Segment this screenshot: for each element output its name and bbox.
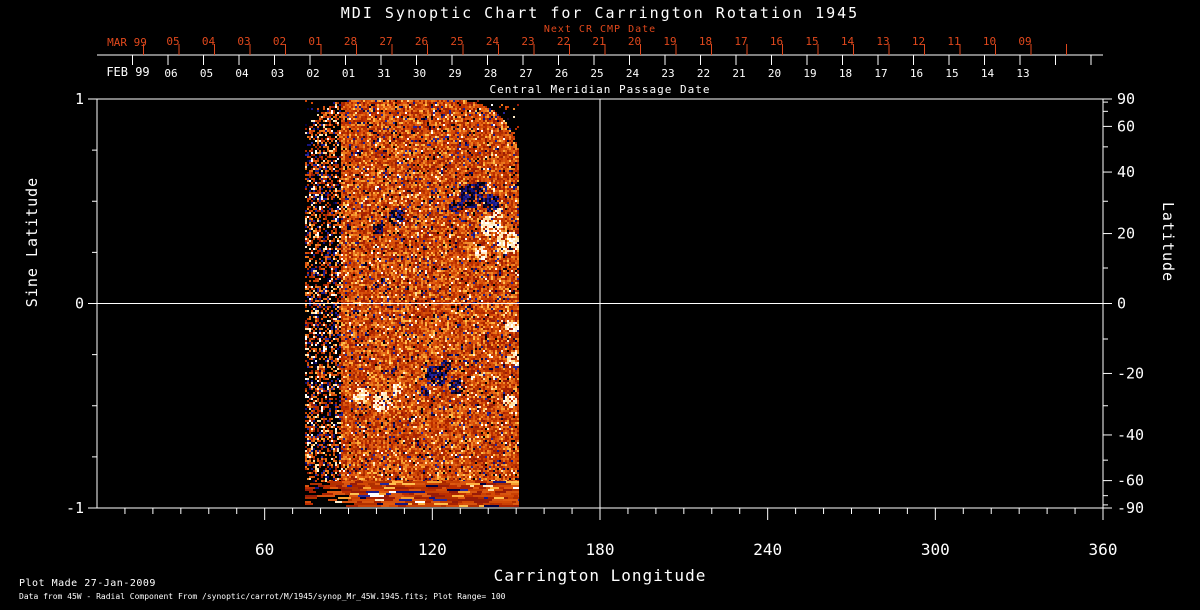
y-axis-right-title: Latitude bbox=[1159, 201, 1177, 283]
x-tick-label: 240 bbox=[753, 540, 782, 559]
date-label-white: 13 bbox=[1016, 67, 1029, 80]
date-label-red: 26 bbox=[415, 35, 428, 48]
y-right-tick-label: 60 bbox=[1117, 117, 1135, 135]
date-label-red: 14 bbox=[841, 35, 855, 48]
date-label-red: 12 bbox=[912, 35, 925, 48]
date-label-white: 20 bbox=[768, 67, 781, 80]
date-label-white: 23 bbox=[661, 67, 674, 80]
date-label-red: 20 bbox=[628, 35, 641, 48]
y-right-tick-label: -60 bbox=[1117, 472, 1144, 490]
date-label-white: 15 bbox=[945, 67, 958, 80]
x-tick-label: 120 bbox=[418, 540, 447, 559]
date-label-red: 01 bbox=[308, 35, 321, 48]
date-label-red: 15 bbox=[805, 35, 818, 48]
y-left-tick-label: 0 bbox=[75, 295, 84, 313]
x-tick-label: 60 bbox=[255, 540, 274, 559]
date-label-white: 21 bbox=[732, 67, 745, 80]
date-label-red: 24 bbox=[486, 35, 500, 48]
date-label-red: 27 bbox=[379, 35, 392, 48]
date-label-red: 10 bbox=[983, 35, 996, 48]
plot-made-text: Plot Made 27-Jan-2009 bbox=[19, 578, 156, 589]
date-label-red: 21 bbox=[592, 35, 605, 48]
date-label-white: 27 bbox=[519, 67, 532, 80]
date-label-white: 16 bbox=[910, 67, 923, 80]
date-label-red: 16 bbox=[770, 35, 783, 48]
date-label-white: 30 bbox=[413, 67, 426, 80]
date-label-white: 06 bbox=[164, 67, 177, 80]
date-label-white: 18 bbox=[839, 67, 852, 80]
date-label-red: 09 bbox=[1018, 35, 1031, 48]
date-label-red: 17 bbox=[734, 35, 747, 48]
date-label-red: 23 bbox=[521, 35, 534, 48]
date-label-white: 22 bbox=[697, 67, 710, 80]
y-right-tick-label: 0 bbox=[1117, 295, 1126, 313]
date-label-white: 31 bbox=[377, 67, 390, 80]
x-tick-label: 180 bbox=[586, 540, 615, 559]
date-label-white: 01 bbox=[342, 67, 355, 80]
date-label-red: 18 bbox=[699, 35, 712, 48]
date-label-red: 28 bbox=[344, 35, 357, 48]
y-right-tick-label: 40 bbox=[1117, 163, 1135, 181]
date-label-white: 24 bbox=[626, 67, 640, 80]
cmp-axis-title: Central Meridian Passage Date bbox=[489, 83, 711, 96]
date-label-white: 03 bbox=[271, 67, 284, 80]
date-label-white: 05 bbox=[200, 67, 213, 80]
date-label-red: 11 bbox=[947, 35, 960, 48]
next-cr-cmp-date-label: Next CR CMP Date bbox=[543, 24, 657, 35]
y-left-tick-label: 1 bbox=[75, 90, 84, 108]
date-label-red: 19 bbox=[663, 35, 676, 48]
date-label-white: 29 bbox=[448, 67, 461, 80]
date-label-white: 17 bbox=[874, 67, 887, 80]
y-axis-left-title: Sine Latitude bbox=[23, 176, 41, 308]
date-label-red: 02 bbox=[273, 35, 286, 48]
date-label-white: 02 bbox=[306, 67, 319, 80]
y-right-tick-label: -20 bbox=[1117, 364, 1144, 382]
date-label-red: 04 bbox=[202, 35, 216, 48]
date-label-red: 03 bbox=[237, 35, 250, 48]
date-label-white: 26 bbox=[555, 67, 568, 80]
chart-title: MDI Synoptic Chart for Carrington Rotati… bbox=[340, 4, 860, 22]
date-label-red: 25 bbox=[450, 35, 463, 48]
date-label-white: 28 bbox=[484, 67, 497, 80]
date-label-white: 25 bbox=[590, 67, 603, 80]
y-right-tick-label: -90 bbox=[1117, 499, 1144, 517]
x-axis-title: Carrington Longitude bbox=[493, 566, 707, 585]
date-label-white: 04 bbox=[235, 67, 249, 80]
y-left-tick-label: -1 bbox=[66, 499, 84, 517]
date-label-red: 13 bbox=[876, 35, 889, 48]
y-right-tick-label: -40 bbox=[1117, 426, 1144, 444]
y-right-tick-label: 20 bbox=[1117, 225, 1135, 243]
x-tick-label: 360 bbox=[1089, 540, 1118, 559]
red-month-label: MAR 99 bbox=[107, 36, 147, 49]
y-right-tick-label: 90 bbox=[1117, 90, 1135, 108]
date-label-white: 14 bbox=[981, 67, 995, 80]
x-tick-label: 300 bbox=[921, 540, 950, 559]
date-label-red: 05 bbox=[166, 35, 179, 48]
date-label-red: 22 bbox=[557, 35, 570, 48]
date-label-white: 19 bbox=[803, 67, 816, 80]
data-source-text: Data from 45W - Radial Component From /s… bbox=[19, 592, 506, 601]
white-month-label: FEB 99 bbox=[106, 65, 150, 79]
